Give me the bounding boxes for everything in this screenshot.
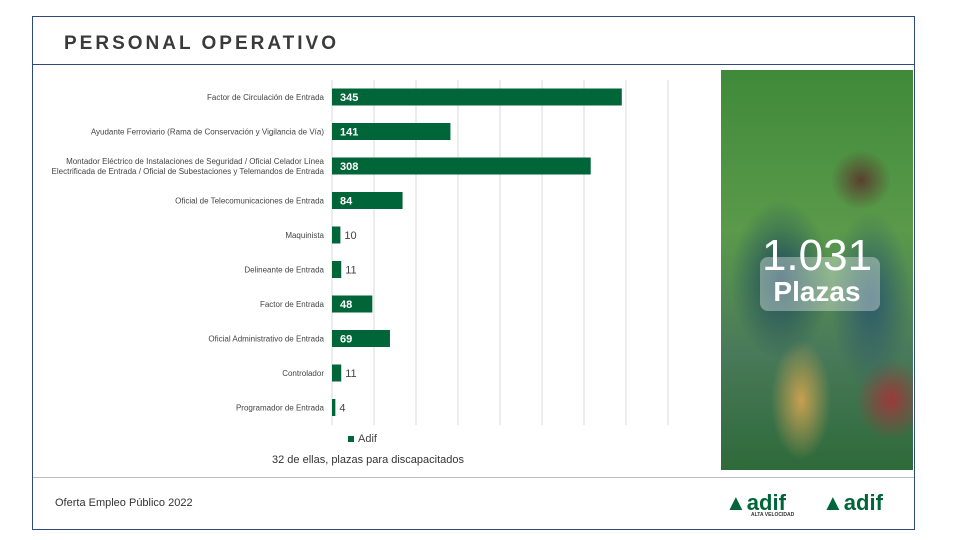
background-photo <box>721 70 913 470</box>
category-label: Oficial Administrativo de Entrada <box>208 335 324 344</box>
footer-text: Oferta Empleo Público 2022 <box>55 497 193 509</box>
category-label: Montador Eléctrico de Instalaciones de S… <box>52 157 325 176</box>
category-label: Controlador <box>282 369 324 378</box>
page-title: PERSONAL OPERATIVO <box>64 33 339 54</box>
footer-divider <box>33 477 914 478</box>
category-label: Factor de Entrada <box>260 300 325 309</box>
logo-text: adif <box>746 490 786 515</box>
category-label: Delineante de Entrada <box>244 266 324 275</box>
category-label: Ayudante Ferroviario (Rama de Conservaci… <box>91 128 324 137</box>
legend-swatch <box>348 436 354 442</box>
logo-subtext: ALTA VELOCIDAD <box>751 512 795 518</box>
bar <box>332 157 591 175</box>
bar-chart: Factor de Circulación de Entrada 345 Ayuda… <box>52 80 669 425</box>
adif-alta-velocidad-logo: ▲adif ALTA VELOCIDAD <box>725 490 795 518</box>
category-label: Oficial de Telecomunicaciones de Entrada <box>175 197 324 206</box>
bar <box>332 364 342 382</box>
category-label: Maquinista <box>285 231 324 240</box>
bar <box>332 330 390 347</box>
category-label: Programador de Entrada <box>236 404 325 413</box>
data-label: 84 <box>340 196 353 208</box>
adif-logo: ▲adif <box>822 490 883 515</box>
bar <box>332 226 341 244</box>
slide-frame <box>32 16 915 530</box>
data-label: 48 <box>340 299 352 311</box>
logo-text: adif <box>843 490 883 515</box>
total-label: Plazas <box>773 276 861 307</box>
highlight-badge <box>760 257 880 311</box>
bar <box>332 123 451 140</box>
data-label: 11 <box>345 368 356 380</box>
bar <box>332 295 373 313</box>
legend-label: Adif <box>358 433 377 445</box>
total-number: 1.031 <box>761 231 873 280</box>
data-label: 10 <box>344 230 356 242</box>
data-label: 4 <box>339 403 345 415</box>
legend: Adif <box>348 433 377 445</box>
bar <box>332 261 342 278</box>
data-label: 69 <box>340 334 352 346</box>
data-label: 345 <box>340 92 358 104</box>
bar <box>332 192 403 209</box>
bar <box>332 88 622 106</box>
data-label: 141 <box>340 127 358 139</box>
chart-note: 32 de ellas, plazas para discapacitados <box>272 454 465 466</box>
data-label: 11 <box>345 265 356 277</box>
category-label: Factor de Circulación de Entrada <box>207 93 325 102</box>
bar <box>332 399 336 416</box>
data-label: 308 <box>340 161 358 173</box>
header-divider <box>33 64 914 65</box>
